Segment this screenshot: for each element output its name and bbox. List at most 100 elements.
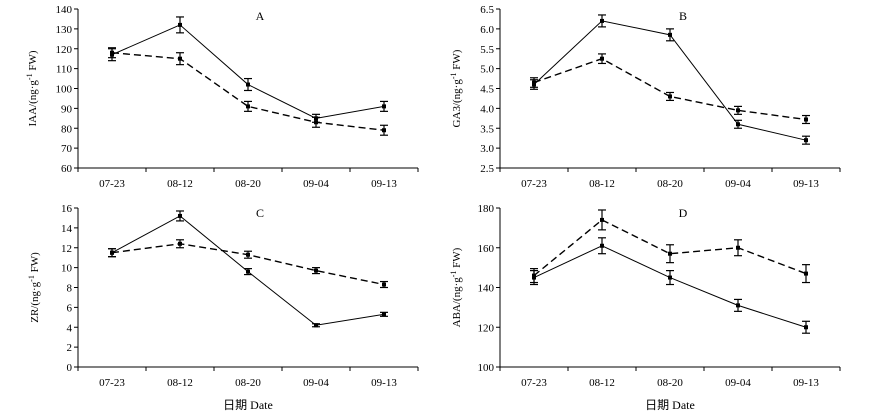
data-point <box>314 268 318 273</box>
y-tick-label: 5.5 <box>480 44 494 56</box>
data-point <box>246 269 250 274</box>
y-tick-label: 3.0 <box>480 143 494 155</box>
y-tick-label: 70 <box>61 143 73 155</box>
chart-panel-c: 0 2 4 6 8 10 12 14 16 07-23 08-12 08-20 09-04 09-13 C Z… <box>27 203 419 412</box>
panel-letter: B <box>679 9 687 23</box>
y-tick-label: 160 <box>478 243 495 255</box>
x-tick-label: 07-23 <box>99 178 125 190</box>
y-tick-label: 120 <box>56 44 73 56</box>
y-tick-label: 8 <box>67 283 73 295</box>
panel-letter: A <box>256 9 265 23</box>
data-point <box>668 94 672 99</box>
data-point <box>804 138 808 143</box>
x-tick-label: 08-12 <box>167 178 193 190</box>
series-line-dashed <box>533 57 807 121</box>
y-tick-label: 130 <box>56 24 73 36</box>
data-point <box>600 217 604 222</box>
y-axis-title: IAA/(ng·g-1 FW) <box>25 50 39 126</box>
x-tick-label: 07-23 <box>521 377 547 389</box>
data-point <box>600 56 604 61</box>
x-tick-label: 09-13 <box>371 178 397 190</box>
y-tick-label: 110 <box>56 64 73 76</box>
x-tick-label: 09-13 <box>371 377 397 389</box>
data-point <box>668 275 672 280</box>
x-axis-title: 日期 Date <box>223 398 273 412</box>
y-tick-label: 100 <box>478 362 495 374</box>
panel-letter: D <box>679 206 688 220</box>
y-tick-label: 140 <box>56 4 73 16</box>
y-tick-label: 180 <box>478 203 495 215</box>
x-tick-label: 07-23 <box>99 377 125 389</box>
data-point <box>246 82 250 87</box>
x-tick-label: 09-13 <box>793 178 819 190</box>
x-tick-label: 08-12 <box>589 178 615 190</box>
data-point <box>382 128 386 133</box>
y-tick-label: 90 <box>61 103 73 115</box>
x-tick-label: 07-23 <box>521 178 547 190</box>
data-point <box>178 56 182 61</box>
x-tick-label: 09-13 <box>793 377 819 389</box>
data-point <box>314 120 318 125</box>
x-tick-label: 08-20 <box>235 377 261 389</box>
data-point <box>532 273 536 278</box>
y-tick-label: 6.5 <box>480 4 494 16</box>
data-point <box>804 271 808 276</box>
y-axis-title: ABA/(ng·g-1 FW) <box>449 247 463 327</box>
y-tick-label: 80 <box>61 123 73 135</box>
y-tick-label: 4.0 <box>480 103 494 115</box>
data-point <box>600 18 604 23</box>
y-axis-title: ZR/(ng·g-1 FW) <box>27 252 41 323</box>
y-tick-label: 12 <box>61 243 72 255</box>
data-point <box>178 213 182 218</box>
y-tick-label: 6.0 <box>480 24 494 36</box>
data-point <box>600 243 604 248</box>
data-point <box>736 108 740 113</box>
series-line-dashed <box>111 243 385 286</box>
data-point <box>110 50 114 55</box>
data-point <box>246 104 250 109</box>
data-point <box>382 282 386 287</box>
series-line-dashed <box>111 52 385 131</box>
chart-panel-b: 2.5 3.0 3.5 4.0 4.5 5.0 5.5 6.0 6.5 07-23 08-12 08-… <box>449 4 841 190</box>
y-tick-label: 16 <box>61 203 73 215</box>
x-tick-label: 09-04 <box>725 178 751 190</box>
data-point <box>314 323 318 328</box>
x-axis-title: 日期 Date <box>645 398 695 412</box>
y-tick-label: 4.5 <box>480 84 494 96</box>
x-tick-label: 08-12 <box>167 377 193 389</box>
data-point <box>178 22 182 27</box>
data-point <box>382 312 386 317</box>
panel-letter: C <box>256 206 264 220</box>
data-point <box>382 104 386 109</box>
y-tick-label: 140 <box>478 283 495 295</box>
chart-panel-d: 100 120 140 160 180 07-23 08-12 08-20 09-04 09-13… <box>449 203 841 412</box>
x-tick-label: 08-20 <box>657 377 683 389</box>
y-tick-label: 2 <box>67 342 73 354</box>
y-tick-label: 6 <box>67 302 73 314</box>
data-point <box>736 303 740 308</box>
y-tick-label: 3.5 <box>480 123 494 135</box>
y-tick-label: 4 <box>67 322 73 334</box>
data-point <box>736 122 740 127</box>
data-point <box>668 251 672 256</box>
x-tick-label: 08-12 <box>589 377 615 389</box>
x-tick-label: 08-20 <box>235 178 261 190</box>
y-axis-title: GA3/(ng·g-1 FW) <box>449 49 463 127</box>
x-tick-label: 09-04 <box>303 377 329 389</box>
y-tick-label: 60 <box>61 163 73 175</box>
x-tick-label: 09-04 <box>725 377 751 389</box>
data-point <box>804 117 808 122</box>
x-tick-label: 08-20 <box>657 178 683 190</box>
x-tick-label: 09-04 <box>303 178 329 190</box>
y-tick-label: 5.0 <box>480 64 494 76</box>
series-line-dashed <box>533 219 807 277</box>
data-point <box>804 325 808 330</box>
data-point <box>736 245 740 250</box>
data-point <box>110 250 114 255</box>
y-tick-label: 10 <box>61 263 73 275</box>
data-point <box>668 32 672 37</box>
y-tick-label: 2.5 <box>480 163 494 175</box>
data-point <box>246 252 250 257</box>
data-point <box>532 80 536 85</box>
